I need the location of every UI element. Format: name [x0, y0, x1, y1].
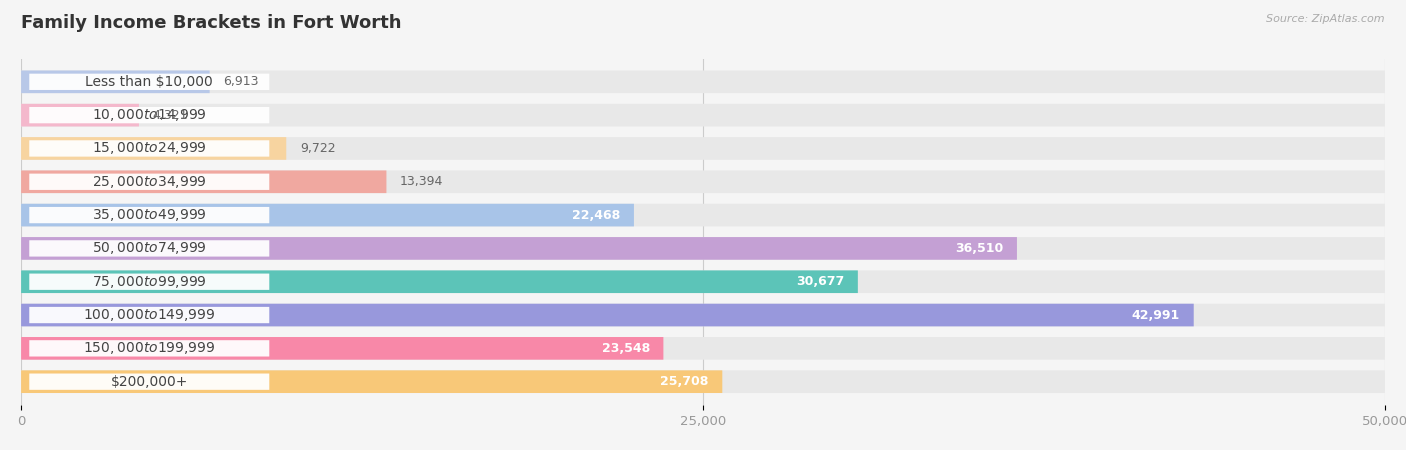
Text: $200,000+: $200,000+ [111, 375, 188, 389]
FancyBboxPatch shape [21, 304, 1385, 326]
FancyBboxPatch shape [30, 174, 270, 190]
FancyBboxPatch shape [30, 240, 270, 256]
Text: 23,548: 23,548 [602, 342, 650, 355]
Text: $150,000 to $199,999: $150,000 to $199,999 [83, 340, 215, 356]
FancyBboxPatch shape [30, 74, 270, 90]
Text: 13,394: 13,394 [401, 175, 443, 188]
Text: $100,000 to $149,999: $100,000 to $149,999 [83, 307, 215, 323]
FancyBboxPatch shape [30, 107, 270, 123]
FancyBboxPatch shape [21, 337, 664, 360]
Text: Less than $10,000: Less than $10,000 [86, 75, 214, 89]
Text: 22,468: 22,468 [572, 209, 620, 221]
FancyBboxPatch shape [21, 137, 1385, 160]
FancyBboxPatch shape [21, 71, 209, 93]
Text: $35,000 to $49,999: $35,000 to $49,999 [91, 207, 207, 223]
Text: 30,677: 30,677 [796, 275, 844, 288]
FancyBboxPatch shape [30, 340, 270, 356]
FancyBboxPatch shape [30, 274, 270, 290]
Text: Source: ZipAtlas.com: Source: ZipAtlas.com [1267, 14, 1385, 23]
Text: 6,913: 6,913 [224, 75, 259, 88]
FancyBboxPatch shape [21, 270, 858, 293]
FancyBboxPatch shape [30, 307, 270, 323]
Text: $10,000 to $14,999: $10,000 to $14,999 [91, 107, 207, 123]
FancyBboxPatch shape [21, 171, 387, 193]
FancyBboxPatch shape [21, 337, 1385, 360]
FancyBboxPatch shape [21, 171, 1385, 193]
Text: 42,991: 42,991 [1132, 309, 1180, 322]
Text: 9,722: 9,722 [299, 142, 336, 155]
FancyBboxPatch shape [21, 204, 1385, 226]
FancyBboxPatch shape [30, 207, 270, 223]
FancyBboxPatch shape [21, 71, 1385, 93]
FancyBboxPatch shape [21, 104, 139, 126]
FancyBboxPatch shape [21, 204, 634, 226]
FancyBboxPatch shape [21, 104, 1385, 126]
FancyBboxPatch shape [30, 140, 270, 157]
Text: Family Income Brackets in Fort Worth: Family Income Brackets in Fort Worth [21, 14, 402, 32]
FancyBboxPatch shape [21, 137, 287, 160]
FancyBboxPatch shape [21, 370, 1385, 393]
Text: $75,000 to $99,999: $75,000 to $99,999 [91, 274, 207, 290]
FancyBboxPatch shape [21, 370, 723, 393]
Text: $25,000 to $34,999: $25,000 to $34,999 [91, 174, 207, 190]
FancyBboxPatch shape [21, 304, 1194, 326]
Text: 36,510: 36,510 [955, 242, 1004, 255]
FancyBboxPatch shape [21, 237, 1385, 260]
Text: $50,000 to $74,999: $50,000 to $74,999 [91, 240, 207, 256]
FancyBboxPatch shape [30, 374, 270, 390]
FancyBboxPatch shape [21, 270, 1385, 293]
Text: 4,321: 4,321 [153, 108, 188, 122]
FancyBboxPatch shape [21, 237, 1017, 260]
Text: $15,000 to $24,999: $15,000 to $24,999 [91, 140, 207, 157]
Text: 25,708: 25,708 [661, 375, 709, 388]
